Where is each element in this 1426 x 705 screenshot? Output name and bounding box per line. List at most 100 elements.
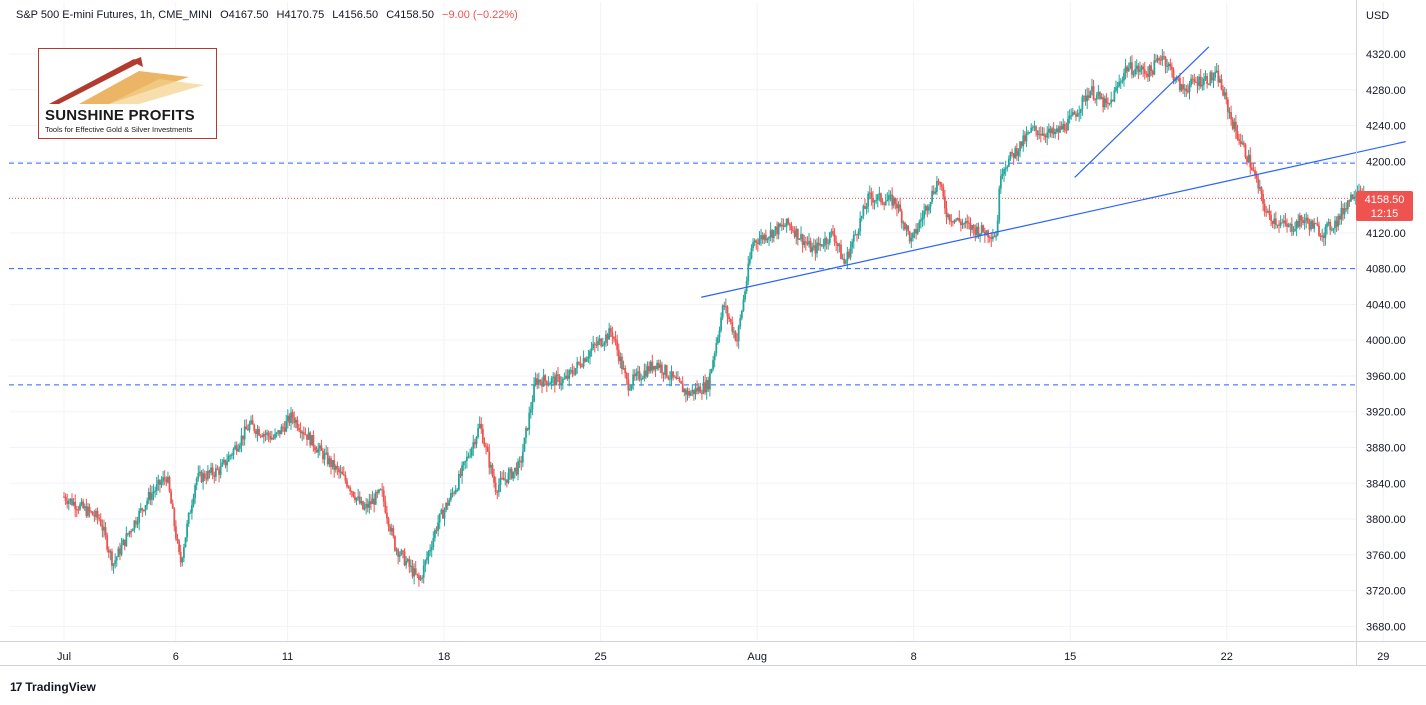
candle-body xyxy=(772,230,775,238)
candle-body xyxy=(213,474,216,477)
candle-body xyxy=(581,366,583,368)
candle-body xyxy=(74,501,77,510)
candle-body xyxy=(966,221,969,223)
candle-body xyxy=(1078,112,1081,114)
candle-body xyxy=(689,392,692,396)
candle-body xyxy=(624,368,627,374)
candle-body xyxy=(1123,72,1125,81)
candle-body xyxy=(496,492,499,494)
candle-body xyxy=(1286,223,1288,227)
price-tick-label: 3840.00 xyxy=(1366,478,1406,490)
candle-body xyxy=(1007,158,1010,167)
candle-body xyxy=(1340,208,1343,220)
candle-body xyxy=(1030,127,1033,133)
candle-body xyxy=(465,456,468,461)
candle-body xyxy=(1276,224,1279,226)
tradingview-logo-icon: 17 xyxy=(10,680,22,694)
candle-body xyxy=(71,498,73,505)
candle-body xyxy=(768,237,770,239)
candle-body xyxy=(544,375,547,381)
candle-body xyxy=(114,560,117,564)
candle-body xyxy=(155,484,158,491)
candle-body xyxy=(625,373,628,380)
candle-body xyxy=(485,446,487,448)
candle-body xyxy=(520,460,523,463)
candle-body xyxy=(1247,154,1250,163)
candle-body xyxy=(900,211,903,224)
candle-body xyxy=(1035,126,1037,131)
candle-body xyxy=(189,512,192,514)
candle-body xyxy=(637,371,639,373)
candle-body xyxy=(310,435,313,446)
candle-body xyxy=(993,236,996,238)
candle-body xyxy=(1300,215,1303,221)
candle-body xyxy=(1242,142,1245,145)
candle-body xyxy=(923,210,926,218)
candle-body xyxy=(1076,113,1079,117)
candle-body xyxy=(1343,208,1346,215)
candle-body xyxy=(457,473,460,490)
candle-body xyxy=(1033,126,1036,128)
candle-body xyxy=(325,452,328,454)
candle-body xyxy=(1113,90,1116,102)
symbol-title[interactable]: S&P 500 E-mini Futures, 1h, CME_MINI xyxy=(16,9,213,21)
candle-body xyxy=(1150,65,1153,71)
candle-body xyxy=(702,382,705,394)
candle-body xyxy=(944,196,946,209)
change-value: −9.00 (−0.22%) xyxy=(442,9,518,21)
candle-body xyxy=(507,472,510,483)
candle-body xyxy=(536,378,539,385)
candle-body xyxy=(322,450,324,460)
candle-body xyxy=(352,491,355,497)
candle-body xyxy=(1047,128,1050,133)
open-value: O4167.50 xyxy=(220,9,269,21)
candle-body xyxy=(1039,134,1042,136)
candle-body xyxy=(269,435,272,440)
candle-body xyxy=(982,225,985,232)
candle-body xyxy=(964,221,967,224)
candle-body xyxy=(662,372,665,375)
candle-body xyxy=(426,557,428,561)
candle-body xyxy=(1238,139,1240,141)
candle-body xyxy=(83,506,86,509)
candle-body xyxy=(96,510,99,518)
candle-body xyxy=(685,389,687,395)
candle-body xyxy=(135,520,137,525)
candle-body xyxy=(1071,112,1074,116)
candle-body xyxy=(234,445,236,450)
candle-body xyxy=(956,218,959,220)
candle-body xyxy=(1342,208,1344,215)
candle-body xyxy=(801,234,804,246)
candle-body xyxy=(1097,92,1100,95)
candle-body xyxy=(905,225,908,230)
candle-body xyxy=(210,467,212,473)
candle-body xyxy=(1337,215,1340,227)
candle-body xyxy=(442,509,444,519)
candle-body xyxy=(521,451,524,463)
candle-body xyxy=(614,338,617,341)
candle-body xyxy=(811,247,814,252)
candle-body xyxy=(267,432,270,436)
candle-body xyxy=(867,193,870,207)
candle-body xyxy=(151,493,153,500)
time-axis[interactable]: Jul 6 11 18 25 Aug 8 15 22 29 xyxy=(0,641,1426,666)
candle-body xyxy=(531,401,534,410)
candle-body xyxy=(69,498,72,501)
candle-body xyxy=(1183,88,1186,90)
candle-body xyxy=(648,366,651,372)
candle-body xyxy=(761,235,764,240)
candle-body xyxy=(550,378,553,383)
candle-body xyxy=(926,205,929,211)
price-axis[interactable]: 3680.00 3720.00 3760.00 3800.00 3840.00 3880.… xyxy=(1356,0,1406,665)
candle-body xyxy=(865,206,868,209)
currency-label[interactable]: USD xyxy=(1366,10,1390,22)
candle-body xyxy=(355,497,358,501)
candle-body xyxy=(892,197,895,206)
candle-body xyxy=(79,504,81,510)
candle-body xyxy=(1311,220,1314,229)
candle-body xyxy=(1260,187,1263,194)
candle-body xyxy=(1310,220,1312,230)
tradingview-attribution[interactable]: 17 TradingView xyxy=(10,680,96,694)
candle-body xyxy=(235,445,238,452)
